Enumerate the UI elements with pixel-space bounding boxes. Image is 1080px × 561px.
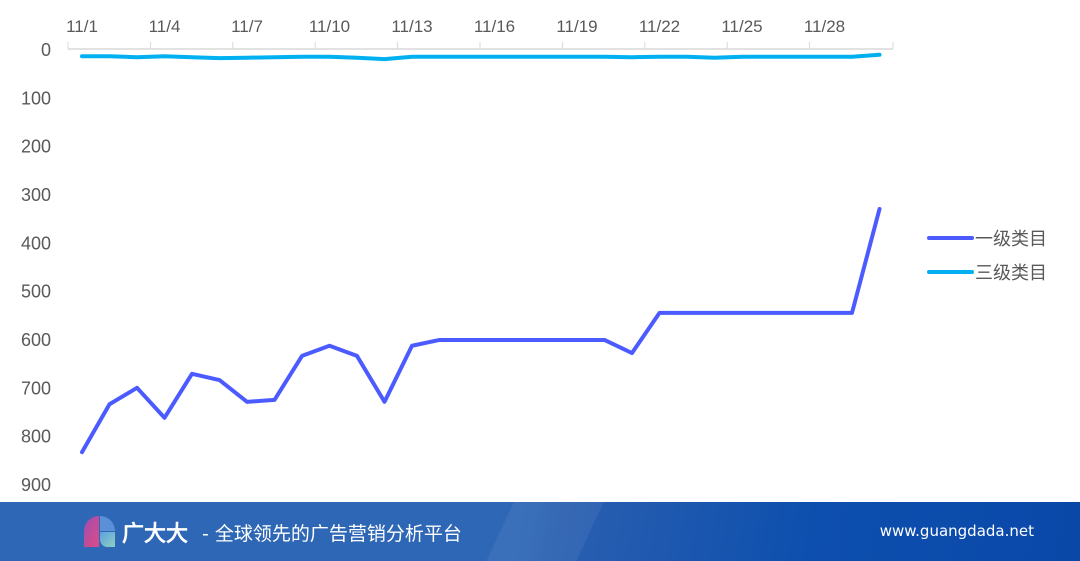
- x-tick-label: 11/10: [309, 17, 350, 36]
- x-tick-label: 11/4: [149, 17, 181, 36]
- y-tick-label: 900: [21, 475, 51, 495]
- guangdada-logo-icon: [84, 516, 115, 547]
- legend-label: 三级类目: [975, 263, 1047, 284]
- y-tick-label: 600: [21, 330, 51, 350]
- slogan: - 全球领先的广告营销分析平台: [202, 523, 462, 545]
- y-tick-label: 0: [41, 40, 51, 60]
- y-tick-label: 500: [21, 282, 51, 302]
- line-chart: 11/1 11/4 11/7 11/10 11/13 11/16 11/19 11/22 11/…: [21, 17, 1047, 495]
- x-tick-label: 11/1: [66, 17, 98, 36]
- website-url: www.guangdada.net: [879, 522, 1034, 540]
- x-tick-label: 11/25: [721, 17, 762, 36]
- x-tick-label: 11/7: [231, 17, 263, 36]
- y-tick-label: 700: [21, 378, 51, 398]
- x-tick-label: 11/28: [804, 17, 845, 36]
- x-tick-label: 11/13: [391, 17, 432, 36]
- footer-banner: 广大大 - 全球领先的广告营销分析平台 www.guangdada.net: [0, 502, 1080, 561]
- y-tick-label: 400: [21, 233, 51, 253]
- brand-name: 广大大: [122, 522, 189, 547]
- legend-label: 一级类目: [975, 229, 1047, 250]
- x-tick-label: 11/16: [474, 17, 515, 36]
- series-line-2: [80, 52, 882, 62]
- y-tick-label: 800: [21, 427, 51, 447]
- x-tick-label: 11/22: [639, 17, 680, 36]
- y-tick-label: 100: [21, 88, 51, 108]
- y-tick-label: 200: [21, 137, 51, 157]
- series-line-1: [80, 206, 882, 455]
- decorative-stripe: [486, 502, 604, 561]
- x-tick-label: 11/19: [556, 17, 597, 36]
- y-tick-label: 300: [21, 185, 51, 205]
